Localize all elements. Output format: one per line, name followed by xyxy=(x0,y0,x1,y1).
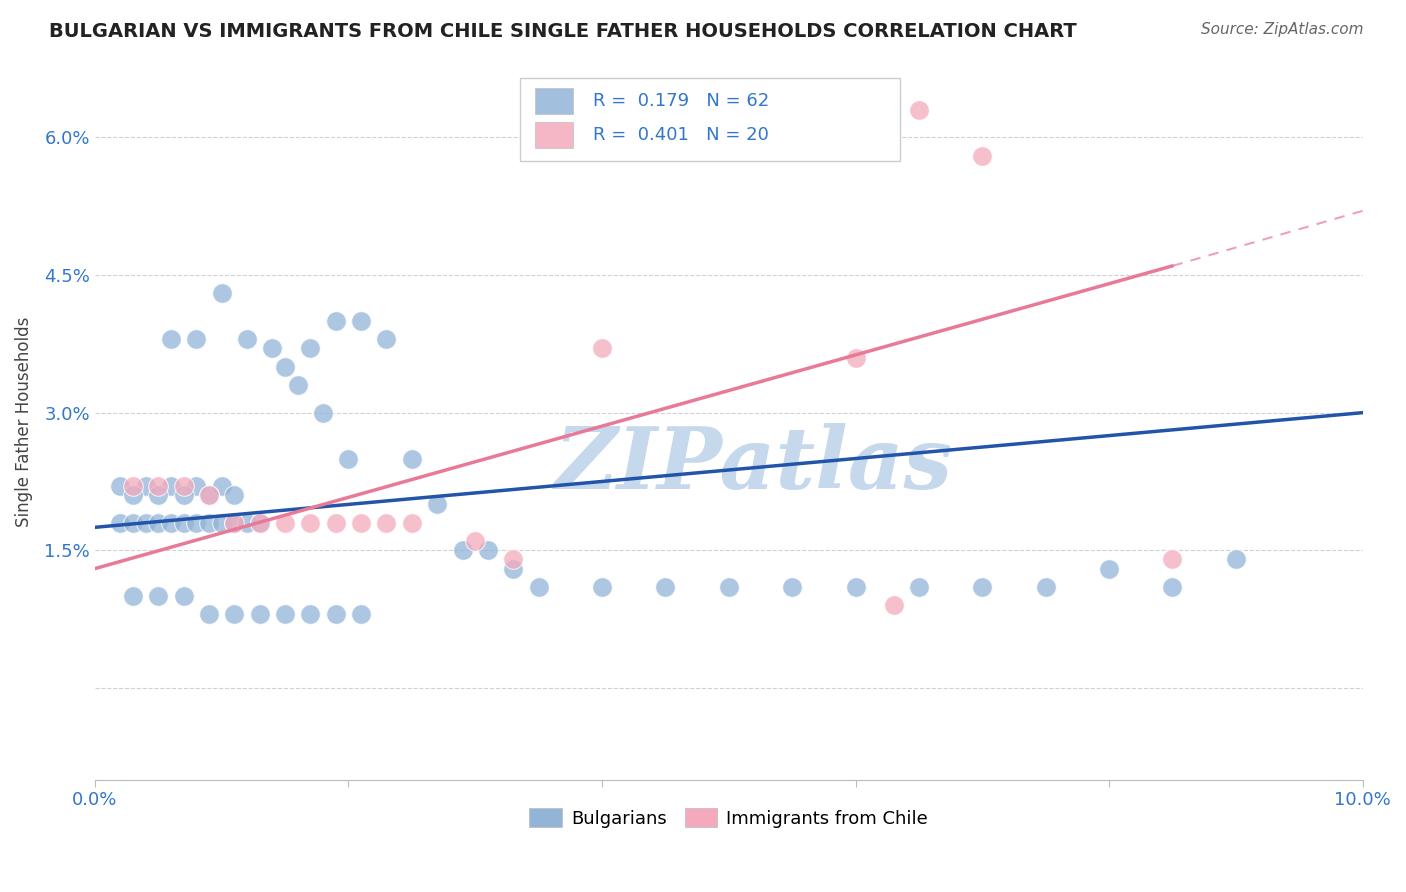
Point xyxy=(122,516,145,530)
Point xyxy=(502,561,524,575)
Point xyxy=(1035,580,1057,594)
Point xyxy=(186,516,208,530)
Text: ZIPatlas: ZIPatlas xyxy=(555,423,953,507)
Point xyxy=(299,516,322,530)
Point xyxy=(1225,552,1247,566)
Point xyxy=(224,516,246,530)
Point xyxy=(262,342,284,356)
Point xyxy=(591,580,613,594)
Point xyxy=(274,607,297,622)
Point xyxy=(527,580,550,594)
Point xyxy=(844,580,866,594)
Text: R =  0.179   N = 62: R = 0.179 N = 62 xyxy=(593,92,769,111)
Point xyxy=(426,497,449,511)
Legend: Bulgarians, Immigrants from Chile: Bulgarians, Immigrants from Chile xyxy=(522,801,935,835)
Point xyxy=(844,351,866,365)
Point xyxy=(274,516,297,530)
Point xyxy=(502,552,524,566)
Point xyxy=(249,607,271,622)
Point xyxy=(122,479,145,493)
Point xyxy=(274,359,297,374)
Point xyxy=(108,479,131,493)
Point xyxy=(325,314,347,328)
Point xyxy=(325,607,347,622)
Point xyxy=(312,406,335,420)
Point xyxy=(477,543,499,558)
Point xyxy=(350,607,373,622)
FancyBboxPatch shape xyxy=(520,78,900,161)
Point xyxy=(591,342,613,356)
Point xyxy=(173,488,195,502)
Point xyxy=(325,516,347,530)
Point xyxy=(211,516,233,530)
Point xyxy=(148,516,170,530)
Point xyxy=(299,342,322,356)
Point xyxy=(654,580,676,594)
Point xyxy=(173,479,195,493)
Point xyxy=(908,580,931,594)
Point xyxy=(299,607,322,622)
Point xyxy=(464,534,486,549)
Point xyxy=(198,516,221,530)
Point xyxy=(224,607,246,622)
Point xyxy=(350,516,373,530)
Point xyxy=(883,599,905,613)
Point xyxy=(160,516,183,530)
Point xyxy=(198,488,221,502)
Point xyxy=(198,607,221,622)
Point xyxy=(122,488,145,502)
Text: R =  0.401   N = 20: R = 0.401 N = 20 xyxy=(593,126,769,144)
Point xyxy=(717,580,740,594)
Point xyxy=(287,378,309,392)
Point xyxy=(173,589,195,603)
Point xyxy=(160,479,183,493)
Point xyxy=(972,149,994,163)
Point xyxy=(224,488,246,502)
Point xyxy=(1098,561,1121,575)
FancyBboxPatch shape xyxy=(534,122,572,148)
FancyBboxPatch shape xyxy=(534,88,572,114)
Point xyxy=(375,332,398,346)
Point xyxy=(236,332,259,346)
Point xyxy=(1161,552,1184,566)
Point xyxy=(186,332,208,346)
Point xyxy=(908,103,931,117)
Point xyxy=(1161,580,1184,594)
Point xyxy=(375,516,398,530)
Text: Source: ZipAtlas.com: Source: ZipAtlas.com xyxy=(1201,22,1364,37)
Point xyxy=(198,488,221,502)
Point xyxy=(401,451,423,466)
Point xyxy=(173,516,195,530)
Point xyxy=(135,516,157,530)
Point xyxy=(337,451,360,466)
Text: BULGARIAN VS IMMIGRANTS FROM CHILE SINGLE FATHER HOUSEHOLDS CORRELATION CHART: BULGARIAN VS IMMIGRANTS FROM CHILE SINGL… xyxy=(49,22,1077,41)
Point xyxy=(148,488,170,502)
Point xyxy=(249,516,271,530)
Y-axis label: Single Father Households: Single Father Households xyxy=(15,317,32,527)
Point xyxy=(224,516,246,530)
Point xyxy=(135,479,157,493)
Point xyxy=(350,314,373,328)
Point xyxy=(160,332,183,346)
Point xyxy=(148,589,170,603)
Point xyxy=(451,543,474,558)
Point xyxy=(780,580,803,594)
Point xyxy=(186,479,208,493)
Point xyxy=(249,516,271,530)
Point xyxy=(401,516,423,530)
Point xyxy=(211,286,233,301)
Point xyxy=(148,479,170,493)
Point xyxy=(236,516,259,530)
Point xyxy=(211,479,233,493)
Point xyxy=(108,516,131,530)
Point xyxy=(122,589,145,603)
Point xyxy=(972,580,994,594)
